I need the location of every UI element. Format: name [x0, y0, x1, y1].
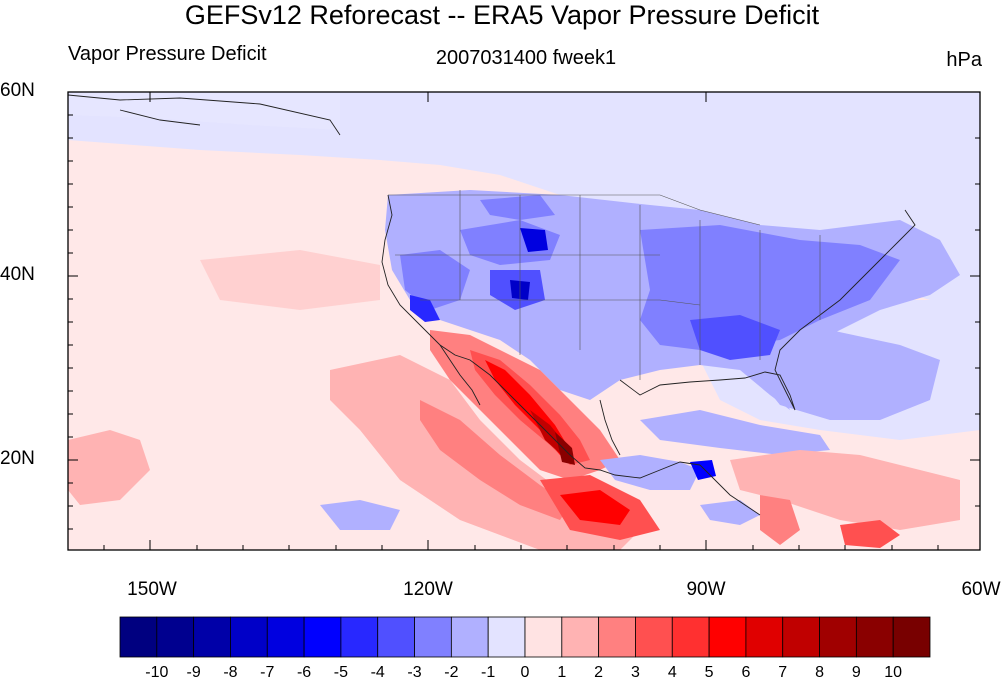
colorbar-box [266, 616, 305, 658]
colorbar-box [230, 616, 268, 658]
colorbar-tick-label: 9 [851, 664, 861, 681]
colorbar-box [524, 616, 563, 658]
colorbar-tick-label: 4 [667, 664, 677, 681]
coastlines [68, 94, 916, 516]
colorbar-tick-label: 5 [704, 664, 714, 681]
colorbar-box [303, 616, 342, 658]
colorbar-box [193, 616, 231, 658]
colorbar-box [745, 616, 784, 658]
colorbar-box [892, 616, 931, 658]
lat-label-40n: 40N [0, 264, 35, 285]
date-subtitle: 2007031400 fweek1 [435, 47, 617, 69]
colorbar-box [671, 616, 710, 658]
colorbar-tick-label: 6 [741, 664, 751, 681]
map-title: GEFSv12 Reforecast -- ERA5 Vapor Pressur… [184, 0, 820, 30]
colorbar-box [708, 616, 747, 658]
colorbar-box [450, 616, 489, 658]
colorbar-tick-label: 10 [884, 664, 903, 681]
colorbar-tick-label: -4 [370, 664, 385, 681]
state-borders [388, 190, 821, 380]
colorbar-tick-label: 0 [520, 664, 530, 681]
colorbar-box [487, 616, 526, 658]
colorbar-tick-label: 7 [778, 664, 788, 681]
colorbar-tick-label: -2 [444, 664, 459, 681]
lon-label-60w: 60W [961, 579, 1001, 600]
colorbar-box [782, 616, 820, 658]
colorbar-tick-label: 8 [815, 664, 824, 681]
colorbar-box [377, 616, 415, 658]
colorbar-box [561, 616, 600, 658]
colorbar-tick-label: -9 [186, 664, 201, 681]
colorbar-box [819, 616, 857, 658]
lon-label-90w: 90W [686, 579, 726, 600]
colorbar-box [340, 616, 379, 658]
colorbar-tick-label: -3 [407, 664, 422, 681]
colorbar-box [119, 616, 158, 658]
colorbar-tick-label: 1 [557, 664, 567, 681]
field-shading [68, 92, 980, 550]
lat-ticks [68, 91, 980, 530]
colorbar-tick-label: -7 [260, 664, 275, 681]
units-subtitle: hPa [946, 49, 982, 71]
colorbar-tick-label: -1 [481, 664, 496, 681]
colorbar-box [635, 616, 673, 658]
colorbar-tick-label: -5 [333, 664, 349, 681]
variable-subtitle: Vapor Pressure Deficit [68, 43, 267, 65]
colorbar-boxes [119, 616, 931, 658]
colorbar-box [598, 616, 636, 658]
colorbar-box [156, 616, 195, 658]
colorbar-tick-label: -10 [145, 664, 169, 681]
colorbar-tick-label: -8 [223, 664, 238, 681]
lat-label-20n: 20N [0, 448, 35, 469]
colorbar-tick-label: 3 [631, 664, 640, 681]
colorbar-tick-label: 2 [594, 664, 604, 681]
lat-label-60n: 60N [0, 80, 35, 101]
colorbar-box [855, 616, 894, 658]
lon-ticks [103, 92, 981, 550]
colorbar-tick-label: -6 [296, 664, 312, 681]
map-frame [67, 91, 981, 551]
colorbar-box [414, 616, 452, 658]
lon-label-150w: 150W [127, 579, 177, 600]
lon-label-120w: 120W [403, 579, 453, 600]
